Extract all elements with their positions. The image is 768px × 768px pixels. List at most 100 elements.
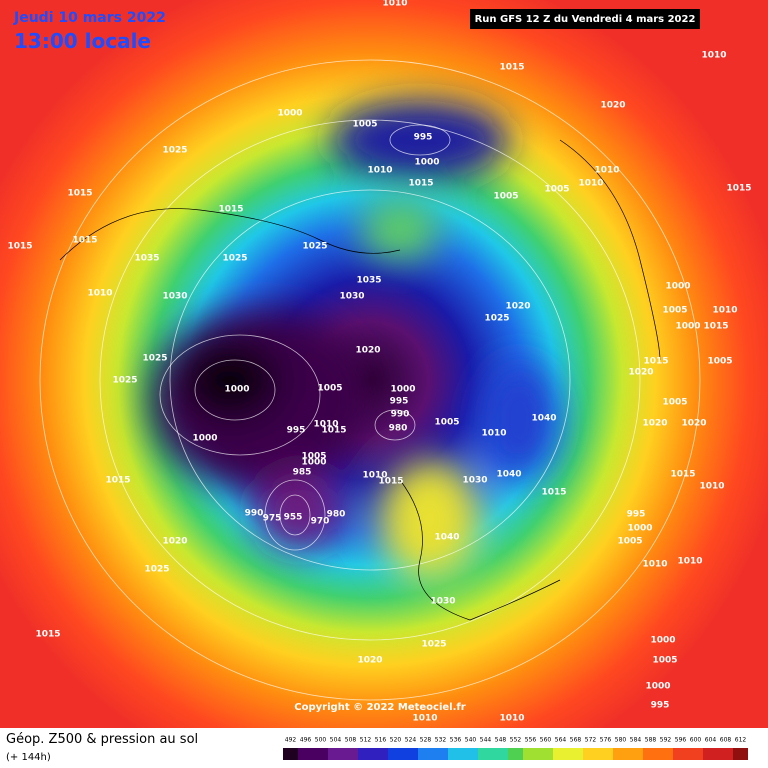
scale-label: 592 [660, 737, 672, 744]
isobar-label: 1015 [408, 179, 433, 189]
isobar-label: 1010 [382, 0, 407, 9]
isobar-label: 1000 [277, 109, 302, 119]
isobar-label: 1020 [505, 302, 530, 312]
scale-swatch [358, 748, 373, 760]
isobar-label: 1030 [339, 292, 364, 302]
isobar-label: 1005 [317, 384, 342, 394]
run-info: Run GFS 12 Z du Vendredi 4 mars 2022 [475, 14, 696, 25]
isobar-label: 995 [651, 701, 670, 711]
isobar-label: 1030 [430, 597, 455, 607]
isobar-label: 1025 [484, 314, 509, 324]
scale-label: 572 [585, 737, 597, 744]
scale-swatch [328, 748, 343, 760]
isobar-label: 1005 [352, 120, 377, 130]
scale-swatch [598, 748, 613, 760]
scale-swatch [613, 748, 628, 760]
isobar-label: 1005 [544, 185, 569, 195]
scale-label: 588 [645, 737, 657, 744]
isobar-label: 1035 [356, 276, 381, 286]
scale-swatch [388, 748, 403, 760]
isobar-label: 1025 [112, 376, 137, 386]
isobar-label: 1020 [162, 537, 187, 547]
scale-label: 524 [405, 737, 417, 744]
run-box [470, 9, 700, 29]
scale-swatch [298, 748, 313, 760]
scale-label: 540 [465, 737, 477, 744]
scale-swatch [718, 748, 733, 760]
copyright: Copyright © 2022 Meteociel.fr [294, 702, 465, 713]
isobar-label: 1035 [134, 254, 159, 264]
scale-swatch [418, 748, 433, 760]
scale-swatch [403, 748, 418, 760]
isobar-label: 1005 [617, 537, 642, 547]
isobar-label: 990 [391, 410, 410, 420]
scale-label: 516 [375, 737, 387, 744]
isobar-label: 1020 [628, 368, 653, 378]
field-blobs [150, 100, 560, 580]
isobar-label: 1010 [677, 557, 702, 567]
scale-swatch [343, 748, 358, 760]
scale-label: 580 [615, 737, 627, 744]
isobar-label: 975 [263, 514, 282, 524]
isobar-label: 1015 [218, 205, 243, 215]
isobar-label: 1000 [301, 458, 326, 468]
isobar-label: 1025 [421, 640, 446, 650]
isobar-label: 1040 [496, 470, 521, 480]
scale-swatch [313, 748, 328, 760]
scale-swatch [658, 748, 673, 760]
scale-label: 560 [540, 737, 552, 744]
scale-label: 520 [390, 737, 402, 744]
scale-label: 584 [630, 737, 642, 744]
isobar-label: 1000 [192, 434, 217, 444]
isobar-label: 1020 [600, 101, 625, 111]
isobar-label: 1015 [378, 477, 403, 487]
isobar-label: 1015 [703, 322, 728, 332]
isobar-label: 1020 [681, 419, 706, 429]
scale-swatch [583, 748, 598, 760]
scale-label: 576 [600, 737, 612, 744]
isobars [39, 59, 701, 701]
isobar-label: 1010 [87, 289, 112, 299]
isobar-label: 955 [284, 513, 303, 523]
isobar-label: 1000 [414, 158, 439, 168]
isobar-label: 1005 [662, 398, 687, 408]
isobar-label: 1025 [162, 146, 187, 156]
scale-label: 496 [300, 737, 312, 744]
isobar-label: 1020 [355, 346, 380, 356]
scale-swatch [703, 748, 718, 760]
scale-label: 528 [420, 737, 432, 744]
scale-label: 612 [735, 737, 747, 744]
scale-swatch [448, 748, 463, 760]
isobar-label: 1005 [434, 418, 459, 428]
scale-swatch [733, 748, 748, 760]
isobar-label: 1015 [67, 189, 92, 199]
isobar-label: 1015 [541, 488, 566, 498]
scale-swatch [673, 748, 688, 760]
isobar-label: 1015 [670, 470, 695, 480]
isobar-label: 1025 [142, 354, 167, 364]
isobar-label: 980 [327, 510, 346, 520]
isobar-label: 990 [245, 509, 264, 519]
scale-swatch [628, 748, 643, 760]
isobar-label: 1000 [224, 385, 249, 395]
isobar-label: 1020 [357, 656, 382, 666]
scale-swatch [688, 748, 703, 760]
isobar-label: 1015 [72, 236, 97, 246]
scale-label: 532 [435, 737, 447, 744]
scale-swatch [643, 748, 658, 760]
isobar-label: 980 [389, 424, 408, 434]
isobar-label: 1010 [499, 714, 524, 724]
scale-swatch [373, 748, 388, 760]
isobar-label: 995 [390, 397, 409, 407]
scale-label: 556 [525, 737, 537, 744]
scale-swatch [508, 748, 523, 760]
isobar-label: 1010 [642, 560, 667, 570]
scale-label: 600 [690, 737, 702, 744]
scale-label: 512 [360, 737, 372, 744]
scale-swatch [523, 748, 538, 760]
lead-time: (+ 144h) [6, 752, 51, 763]
isobar-label: 1000 [675, 322, 700, 332]
isobar-label: 1015 [499, 63, 524, 73]
isobar-label: 970 [311, 517, 330, 527]
